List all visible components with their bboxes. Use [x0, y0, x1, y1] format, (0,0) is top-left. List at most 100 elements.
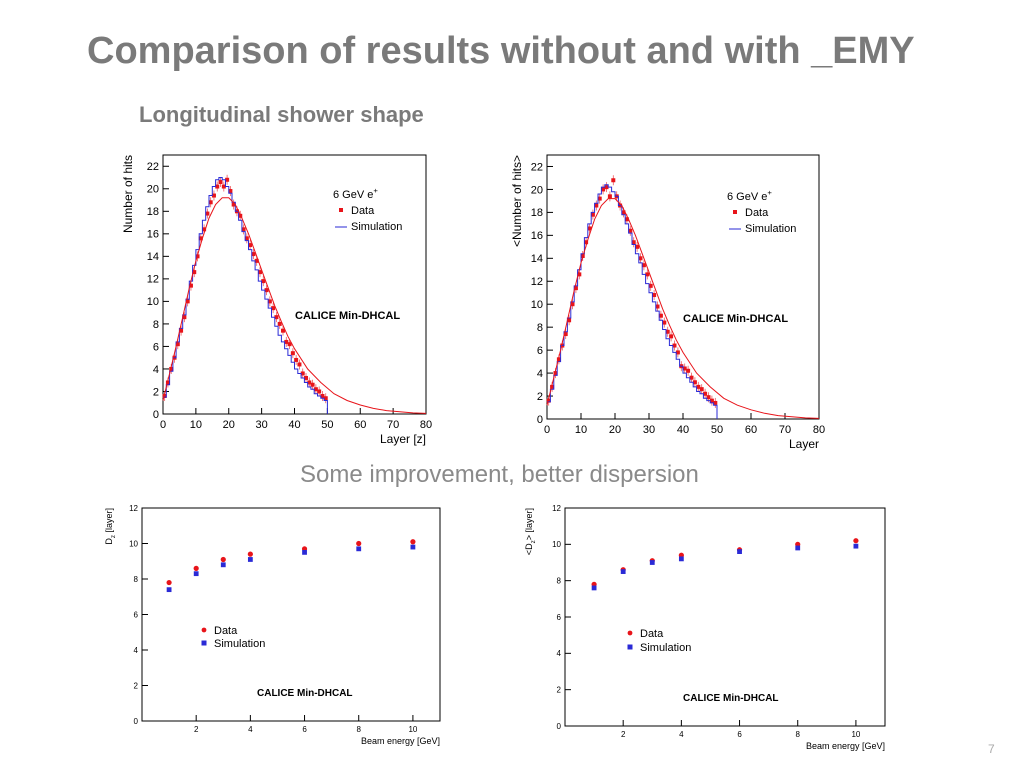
- data-point: [307, 380, 312, 385]
- data-point: [356, 540, 362, 547]
- fit-curve-line: [162, 197, 427, 414]
- data-point: [225, 177, 230, 182]
- plot-frame: [546, 154, 820, 420]
- data-point: [241, 227, 246, 232]
- x-tick-label: 40: [288, 419, 300, 431]
- simulation-point: [302, 549, 307, 555]
- data-point: [594, 203, 599, 208]
- y-tick-label: 2: [537, 391, 543, 403]
- simulation-point: [649, 560, 655, 565]
- x-tick-label: 80: [420, 419, 432, 431]
- x-axis-label: Beam energy [GeV]: [361, 736, 440, 746]
- x-tick-label: 6: [302, 725, 307, 734]
- data-point: [320, 393, 325, 398]
- x-tick-label: 20: [609, 424, 621, 436]
- watermark-label: CALICE Min-DHCAL: [683, 313, 788, 325]
- y-tick-label: 4: [134, 646, 139, 655]
- data-point: [287, 342, 292, 347]
- y-tick-label: 8: [537, 322, 543, 334]
- y-axis-label: <Number of hits>: [510, 155, 524, 247]
- y-tick-label: 8: [153, 319, 159, 331]
- data-point: [218, 180, 223, 185]
- data-point: [706, 395, 711, 400]
- data-point: [310, 382, 315, 387]
- simulation-point: [410, 544, 416, 550]
- data-point: [689, 375, 694, 380]
- data-point: [658, 313, 663, 318]
- y-tick-label: 10: [531, 299, 543, 311]
- data-point: [709, 398, 714, 403]
- y-tick-label: 6: [134, 610, 139, 619]
- x-tick-label: 30: [256, 419, 268, 431]
- legend-swatch-data: [201, 627, 207, 633]
- watermark-label: CALICE Min-DHCAL: [683, 693, 779, 704]
- data-point: [231, 202, 236, 207]
- y-tick-label: 14: [147, 251, 159, 263]
- chart-mean-hits-vs-layer: 0 10 20 30 40 50 60 70 80 0 2 4 6 8 10 12 14 16 18 20 22 Laye…: [510, 154, 825, 451]
- y-tick-label: 2: [153, 386, 159, 398]
- data-point: [410, 539, 416, 545]
- x-tick-label: 70: [779, 424, 791, 436]
- y-tick-label: 22: [147, 161, 159, 173]
- data-point: [274, 315, 279, 320]
- y-tick-label: 10: [552, 540, 561, 549]
- data-point: [248, 243, 253, 248]
- data-point: [304, 375, 309, 380]
- simulation-histogram-line: [163, 177, 328, 414]
- data-point: [211, 193, 216, 198]
- data-point: [584, 240, 589, 245]
- legend-label-data: Data: [640, 628, 664, 640]
- data-point: [175, 342, 180, 347]
- x-tick-label: 8: [357, 725, 362, 734]
- data-point: [215, 184, 220, 189]
- legend-label-simulation: Simulation: [745, 223, 796, 235]
- data-point: [672, 343, 677, 348]
- simulation-point: [220, 562, 226, 568]
- data-point: [597, 196, 602, 201]
- x-tick-label: 2: [621, 730, 626, 739]
- data-point: [202, 227, 207, 232]
- simulation-point: [620, 569, 626, 574]
- x-axis-label: Layer: [789, 437, 819, 451]
- y-tick-label: 12: [531, 276, 543, 288]
- x-tick-label: 30: [643, 424, 655, 436]
- data-point: [635, 244, 640, 249]
- data-point: [553, 371, 558, 376]
- data-point: [205, 211, 210, 216]
- data-point: [699, 387, 704, 392]
- y-tick-label: 6: [537, 345, 543, 357]
- data-point: [271, 306, 276, 311]
- data-point: [251, 252, 256, 257]
- data-point: [221, 184, 226, 189]
- y-tick-label: 20: [147, 184, 159, 196]
- data-point: [313, 387, 318, 392]
- y-tick-label: 16: [531, 230, 543, 242]
- data-point: [587, 226, 592, 231]
- data-point: [556, 357, 561, 362]
- x-axis-label: Layer [z]: [380, 432, 426, 446]
- watermark-label: CALICE Min-DHCAL: [295, 310, 400, 322]
- x-tick-label: 50: [321, 419, 333, 431]
- data-point: [577, 272, 582, 277]
- x-tick-label: 40: [677, 424, 689, 436]
- x-tick-label: 8: [796, 730, 801, 739]
- data-point: [611, 178, 616, 183]
- y-tick-label: 4: [557, 649, 562, 658]
- data-point: [601, 187, 606, 192]
- data-point: [254, 258, 259, 263]
- data-point: [655, 304, 660, 309]
- x-tick-label: 70: [387, 419, 399, 431]
- data-point: [567, 318, 572, 323]
- data-point: [550, 384, 555, 389]
- legend-label-simulation: Simulation: [351, 221, 402, 233]
- data-point: [264, 288, 269, 293]
- watermark-label: CALICE Min-DHCAL: [257, 688, 353, 699]
- data-point: [628, 228, 633, 233]
- data-point: [621, 210, 626, 215]
- data-point: [261, 279, 266, 284]
- legend-swatch-data: [339, 208, 343, 212]
- data-point: [297, 362, 302, 367]
- data-point: [277, 321, 282, 326]
- data-point: [290, 351, 295, 356]
- legend-label-data: Data: [351, 205, 375, 217]
